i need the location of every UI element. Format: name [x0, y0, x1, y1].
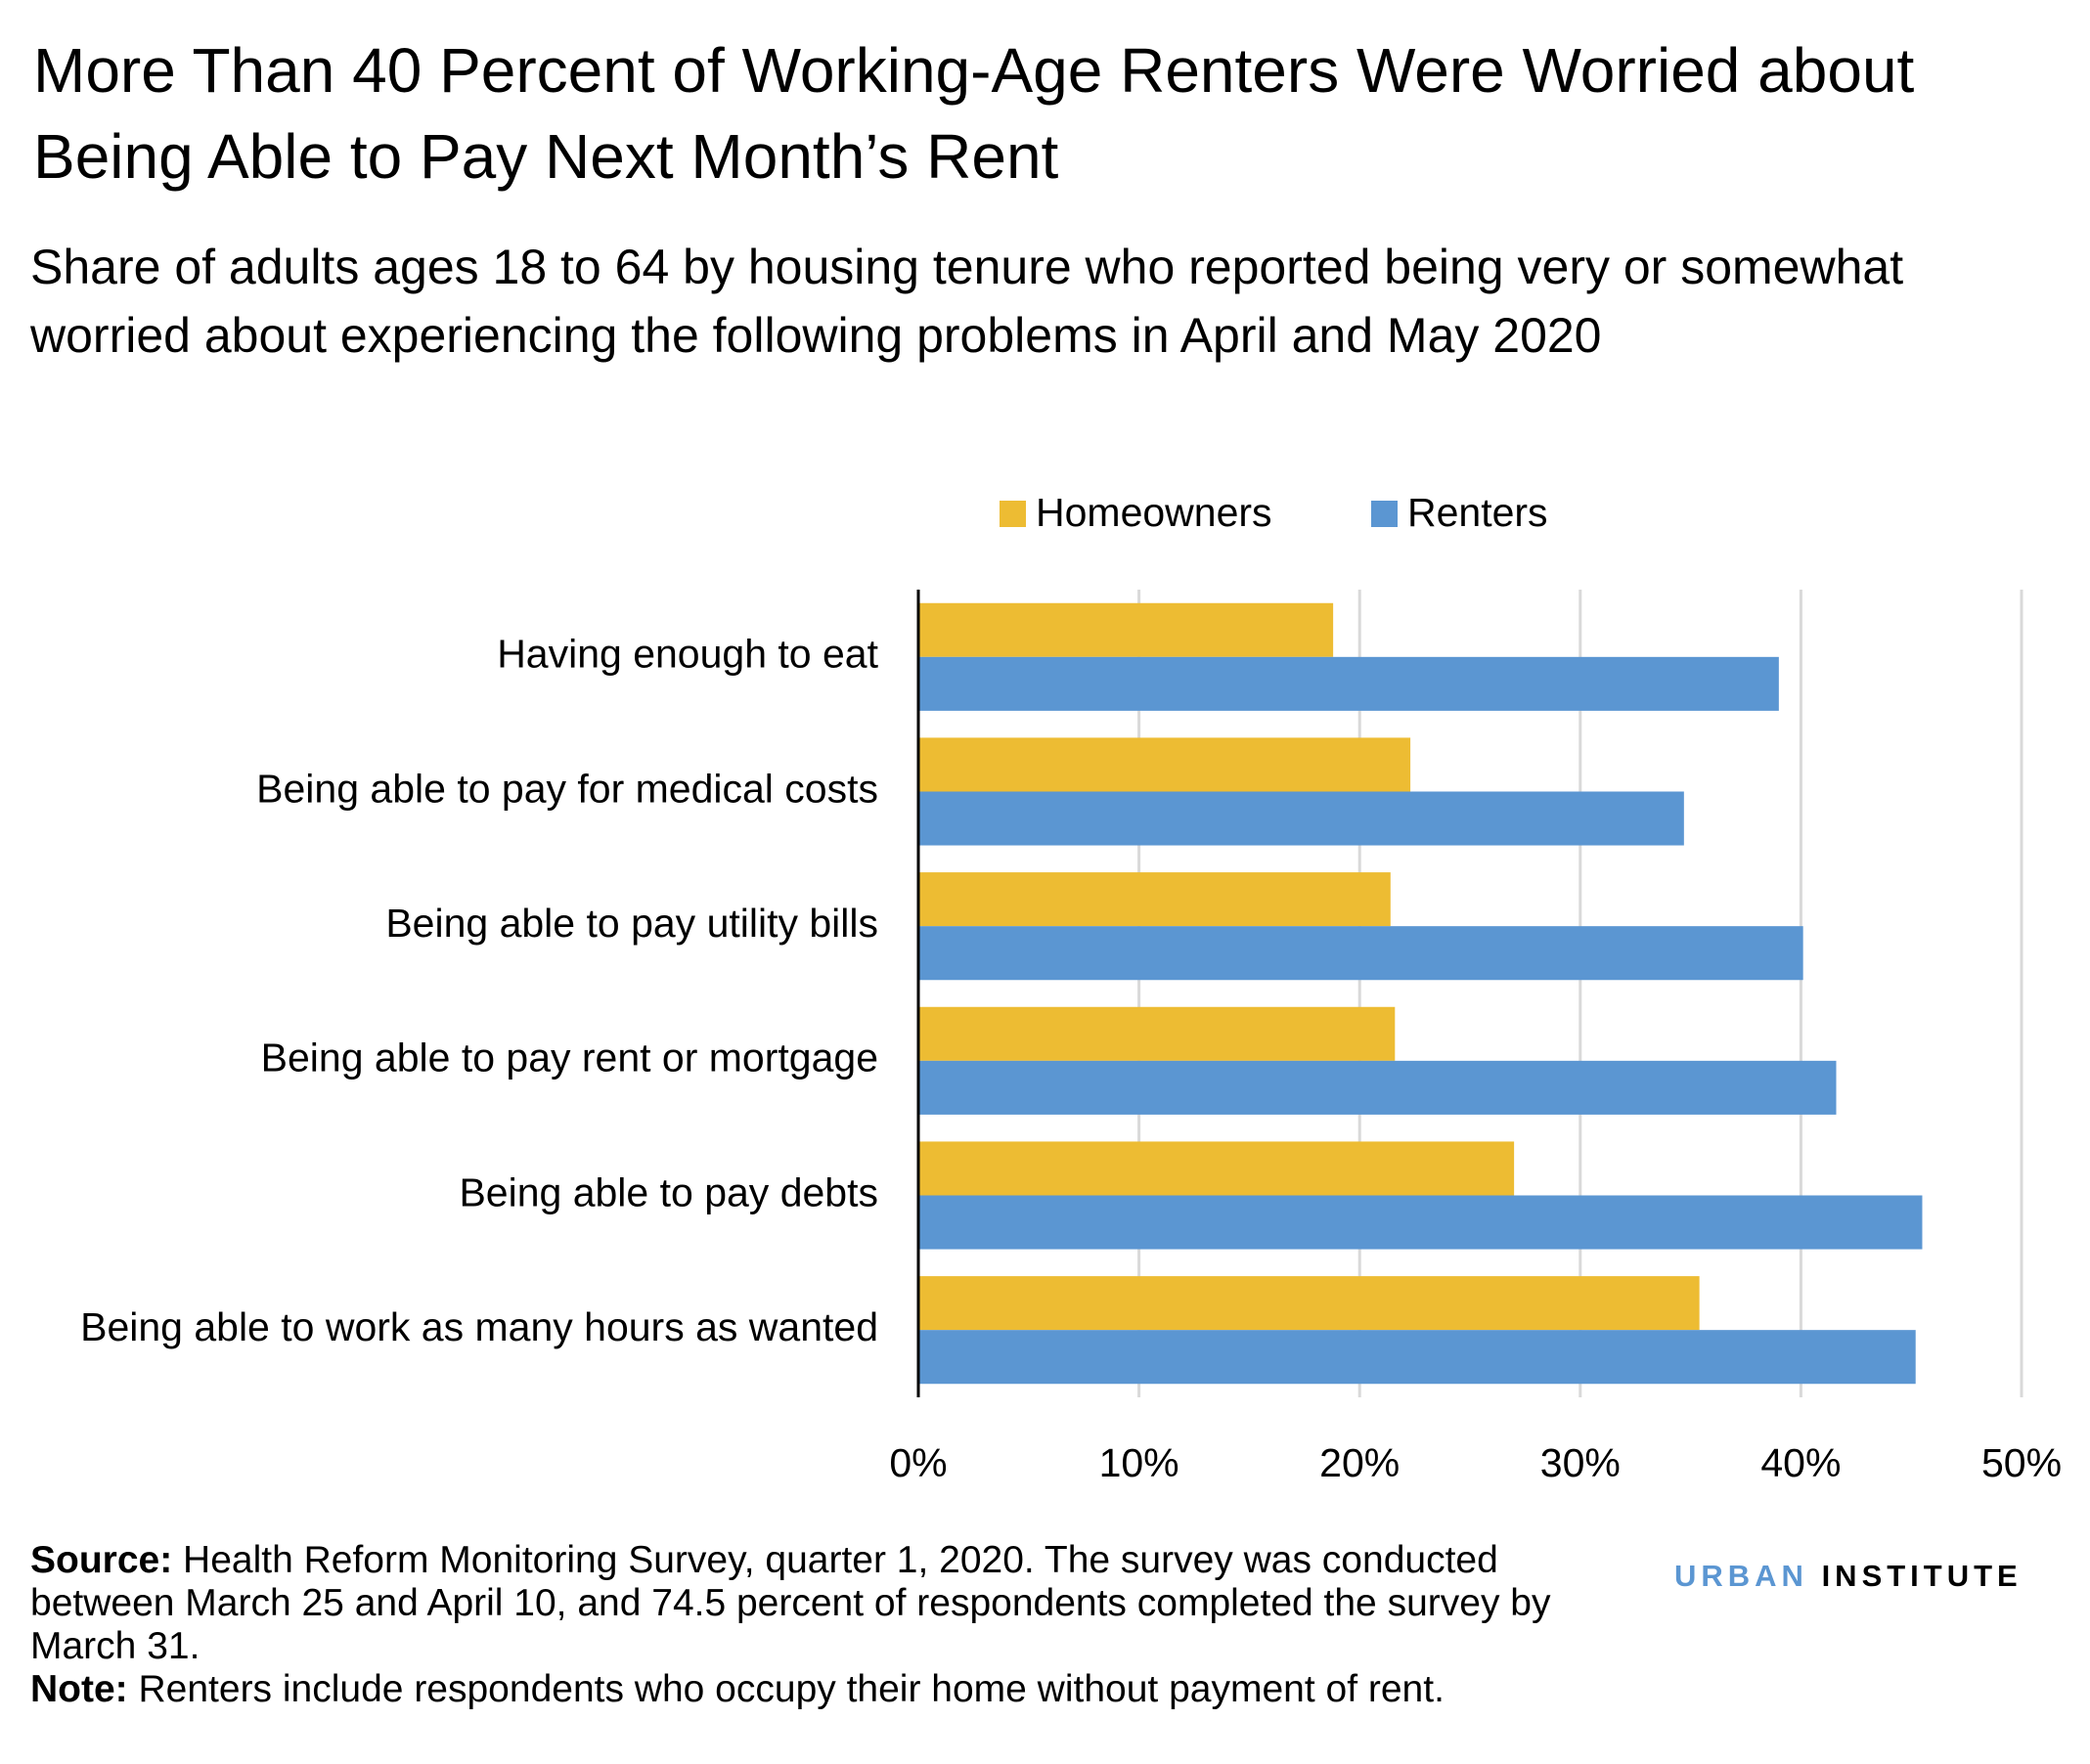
bar [918, 1141, 1515, 1196]
chart: 0% 10% 20% 30% 40% 50% Homeowners Renters Having… [80, 490, 2062, 1485]
bar [918, 1276, 1700, 1331]
legend-swatch [1000, 501, 1026, 527]
bar [918, 1330, 1916, 1385]
logo-part: INSTITUTE [1821, 1559, 2023, 1593]
legend-swatch [1371, 501, 1398, 527]
legend-label: Homeowners [1036, 490, 1272, 535]
chart-title: More Than 40 Percent of Working-Age Rent… [33, 35, 1915, 192]
y-tick-label: Being able to pay for medical costs [256, 766, 878, 811]
bar [918, 791, 1684, 846]
bar [918, 602, 1334, 657]
x-tick-label: 50% [1981, 1440, 2062, 1485]
y-tick-label: Being able to pay rent or mortgage [261, 1036, 878, 1080]
source-label: Source: [30, 1539, 173, 1581]
y-tick-label: Having enough to eat [497, 632, 878, 677]
x-tick-label: 40% [1760, 1440, 1841, 1485]
y-tick-label: Being able to pay utility bills [385, 901, 878, 946]
source-text: Health Reform Monitoring Survey, quarter… [30, 1539, 1551, 1667]
legend-label: Renters [1407, 490, 1548, 535]
x-tick-label: 10% [1099, 1440, 1179, 1485]
footnotes: Source: Health Reform Monitoring Survey,… [30, 1539, 1634, 1711]
bar [918, 926, 1803, 981]
bar [918, 1195, 1923, 1250]
chart-subtitle: Share of adults ages 18 to 64 by housing… [30, 240, 1904, 363]
bar [918, 1060, 1837, 1115]
bar [918, 872, 1391, 927]
bar [918, 1006, 1396, 1061]
logo: URBAN INSTITUTE [1674, 1559, 2023, 1594]
logo-part: URBAN [1674, 1559, 1808, 1593]
y-tick-label: Being able to pay debts [459, 1169, 878, 1214]
note-label: Note: [30, 1668, 128, 1710]
bar [918, 656, 1779, 711]
x-tick-label: 0% [889, 1440, 947, 1485]
note-text: Renters include respondents who occupy t… [138, 1668, 1445, 1710]
x-tick-label: 30% [1540, 1440, 1621, 1485]
x-tick-label: 20% [1319, 1440, 1400, 1485]
y-tick-label: Being able to work as many hours as want… [80, 1304, 878, 1349]
bar [918, 737, 1411, 792]
